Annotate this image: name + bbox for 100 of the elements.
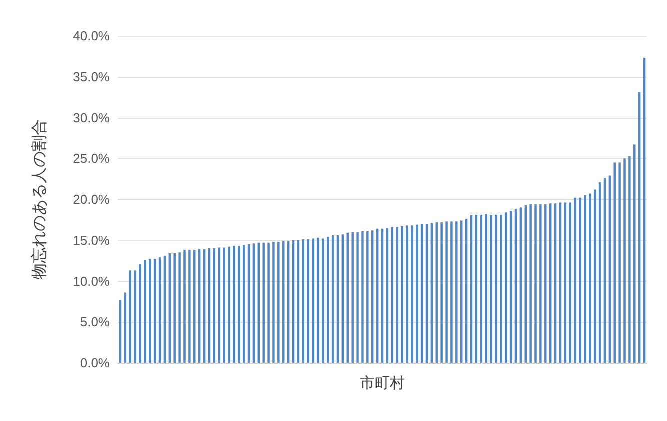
bar (366, 231, 369, 363)
bar (278, 242, 280, 363)
bar (569, 202, 572, 363)
bar (520, 208, 522, 363)
bar (500, 215, 502, 363)
bar (213, 248, 216, 363)
y-tick-label: 20.0% (73, 192, 110, 207)
bar (149, 259, 152, 363)
bar (332, 235, 334, 363)
bar (411, 226, 414, 363)
bar (242, 245, 246, 363)
bar (178, 252, 181, 363)
bar (262, 242, 265, 363)
bar (248, 244, 250, 363)
bar (495, 215, 498, 363)
bar (287, 241, 290, 363)
bar (614, 162, 616, 363)
bar (188, 250, 191, 363)
bar (450, 222, 453, 363)
bar (144, 260, 146, 363)
bar (514, 209, 518, 363)
bar (564, 202, 567, 363)
y-tick-label: 30.0% (73, 110, 110, 126)
bar (530, 204, 532, 363)
bar (164, 256, 166, 363)
y-tick-label: 0.0% (80, 356, 110, 370)
bar (634, 144, 636, 363)
bar (346, 233, 350, 363)
bar (198, 249, 201, 363)
bar (158, 258, 162, 363)
bar (430, 223, 434, 363)
bar (604, 178, 606, 363)
bar (544, 204, 547, 363)
bar (218, 248, 220, 363)
bar (624, 158, 626, 363)
bar (317, 238, 320, 363)
bar (559, 202, 562, 363)
bar (643, 58, 646, 363)
bar (574, 198, 576, 363)
bar (124, 292, 127, 363)
bar (297, 240, 300, 363)
bar (608, 176, 612, 363)
bar (401, 226, 404, 363)
bar (475, 215, 478, 363)
bar (372, 230, 374, 363)
bar (168, 253, 172, 363)
bar (302, 240, 305, 363)
bar (119, 300, 122, 363)
bar (460, 220, 463, 363)
y-tick-label: 35.0% (73, 69, 110, 84)
bar (233, 246, 236, 363)
bar (456, 222, 458, 363)
bar (504, 212, 508, 363)
y-tick-label: 5.0% (80, 314, 110, 330)
bar (416, 224, 418, 363)
y-tick-label: 25.0% (73, 151, 110, 166)
bar (282, 241, 285, 363)
bar (436, 222, 438, 363)
bar (336, 235, 340, 363)
bar (129, 270, 132, 363)
bar (628, 156, 631, 363)
bar (584, 195, 586, 363)
y-axis-title: 物忘れのある人の割合 (30, 120, 48, 280)
bar (618, 162, 621, 363)
y-tick-label: 15.0% (73, 232, 110, 248)
bar (223, 248, 226, 363)
bar (485, 214, 488, 363)
bar (540, 204, 542, 363)
bar (396, 227, 398, 363)
bar (549, 204, 552, 363)
bar (139, 264, 142, 363)
bar (312, 238, 314, 363)
bar (203, 249, 206, 363)
bar (470, 215, 473, 363)
bar (598, 182, 602, 363)
x-axis-title: 市町村 (360, 374, 405, 392)
bar (524, 205, 527, 363)
bar (589, 194, 592, 363)
bar (154, 259, 156, 363)
bar (534, 204, 537, 363)
bar (480, 215, 482, 363)
bar (228, 246, 230, 363)
bar (356, 232, 359, 363)
y-tick-label: 40.0% (73, 28, 110, 44)
bar (322, 238, 324, 363)
bar (307, 240, 310, 363)
bar (579, 198, 582, 363)
bar (252, 244, 256, 363)
bar (194, 250, 196, 363)
bar (208, 248, 211, 363)
bar (362, 231, 364, 363)
bar (426, 224, 428, 363)
bar (386, 228, 389, 363)
bar (465, 219, 468, 363)
bar (554, 204, 557, 363)
y-tick-label: 10.0% (73, 274, 110, 289)
bar (446, 222, 448, 363)
bar (406, 226, 408, 363)
bar (174, 253, 176, 363)
bar (490, 215, 492, 363)
